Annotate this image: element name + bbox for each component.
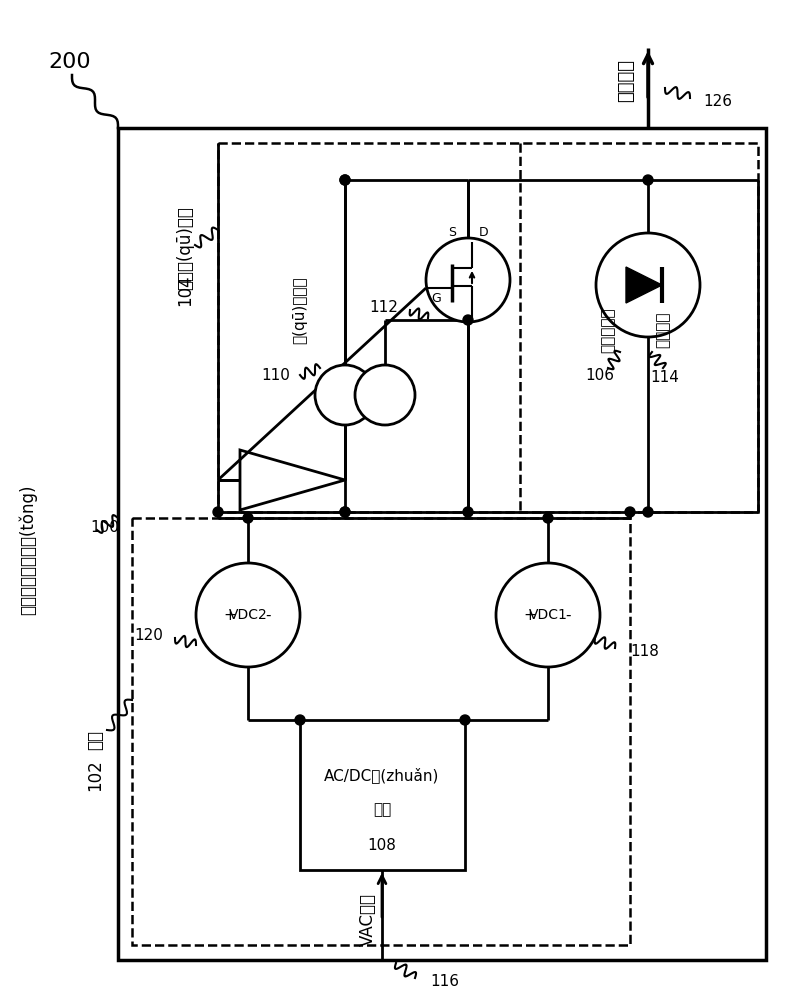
Text: 112: 112 [369, 300, 398, 316]
Text: D: D [479, 226, 488, 238]
Circle shape [340, 507, 350, 517]
Circle shape [295, 715, 305, 725]
Circle shape [243, 513, 253, 523]
Circle shape [340, 507, 350, 517]
Circle shape [340, 175, 350, 185]
Text: 換器: 換器 [373, 802, 391, 818]
Text: 電源: 電源 [86, 730, 104, 750]
Text: 114: 114 [650, 370, 680, 385]
Bar [132, 518, 630, 945]
Text: 100: 100 [90, 520, 119, 535]
Text: 激光輸出: 激光輸出 [617, 58, 635, 102]
Text: 二極管堆: 二極管堆 [656, 312, 671, 348]
Bar [218, 143, 758, 512]
Text: -: - [565, 607, 571, 622]
Text: VAC輸入: VAC輸入 [359, 894, 377, 946]
Text: -: - [265, 607, 270, 622]
Circle shape [213, 507, 223, 517]
Circle shape [463, 507, 473, 517]
Circle shape [355, 365, 415, 425]
Text: 驅(qū)動電壓: 驅(qū)動電壓 [293, 276, 308, 344]
Text: +: + [523, 607, 536, 622]
Text: 104: 104 [176, 274, 194, 306]
Text: 二極管激光器系統(tǒng): 二極管激光器系統(tǒng) [19, 485, 37, 615]
Circle shape [643, 507, 653, 517]
Text: AC/DC轉(zhuǎn): AC/DC轉(zhuǎn) [324, 767, 439, 783]
Text: 電流驅(qū)動器: 電流驅(qū)動器 [176, 206, 194, 290]
Circle shape [463, 315, 473, 325]
Polygon shape [626, 267, 662, 303]
Circle shape [426, 238, 510, 322]
Text: 126: 126 [703, 95, 732, 109]
Circle shape [315, 365, 375, 425]
Circle shape [625, 507, 635, 517]
Circle shape [196, 563, 300, 667]
Circle shape [460, 715, 470, 725]
Text: 116: 116 [430, 974, 459, 990]
Text: 118: 118 [630, 645, 659, 660]
Text: 二極管負載: 二極管負載 [600, 307, 615, 353]
Text: VDC1: VDC1 [529, 608, 568, 622]
Text: G: G [431, 292, 441, 304]
Circle shape [543, 513, 553, 523]
Bar [118, 128, 766, 960]
Text: 110: 110 [261, 367, 290, 382]
Text: 108: 108 [368, 838, 396, 852]
Text: S: S [448, 226, 456, 238]
Text: 120: 120 [134, 628, 163, 643]
Circle shape [643, 175, 653, 185]
Circle shape [596, 233, 700, 337]
Text: VDC2: VDC2 [228, 608, 267, 622]
Text: +: + [224, 607, 236, 622]
Text: 200: 200 [48, 52, 90, 72]
Text: 102: 102 [86, 759, 104, 791]
Circle shape [340, 175, 350, 185]
Circle shape [496, 563, 600, 667]
Text: 106: 106 [585, 367, 615, 382]
Bar [300, 720, 465, 870]
